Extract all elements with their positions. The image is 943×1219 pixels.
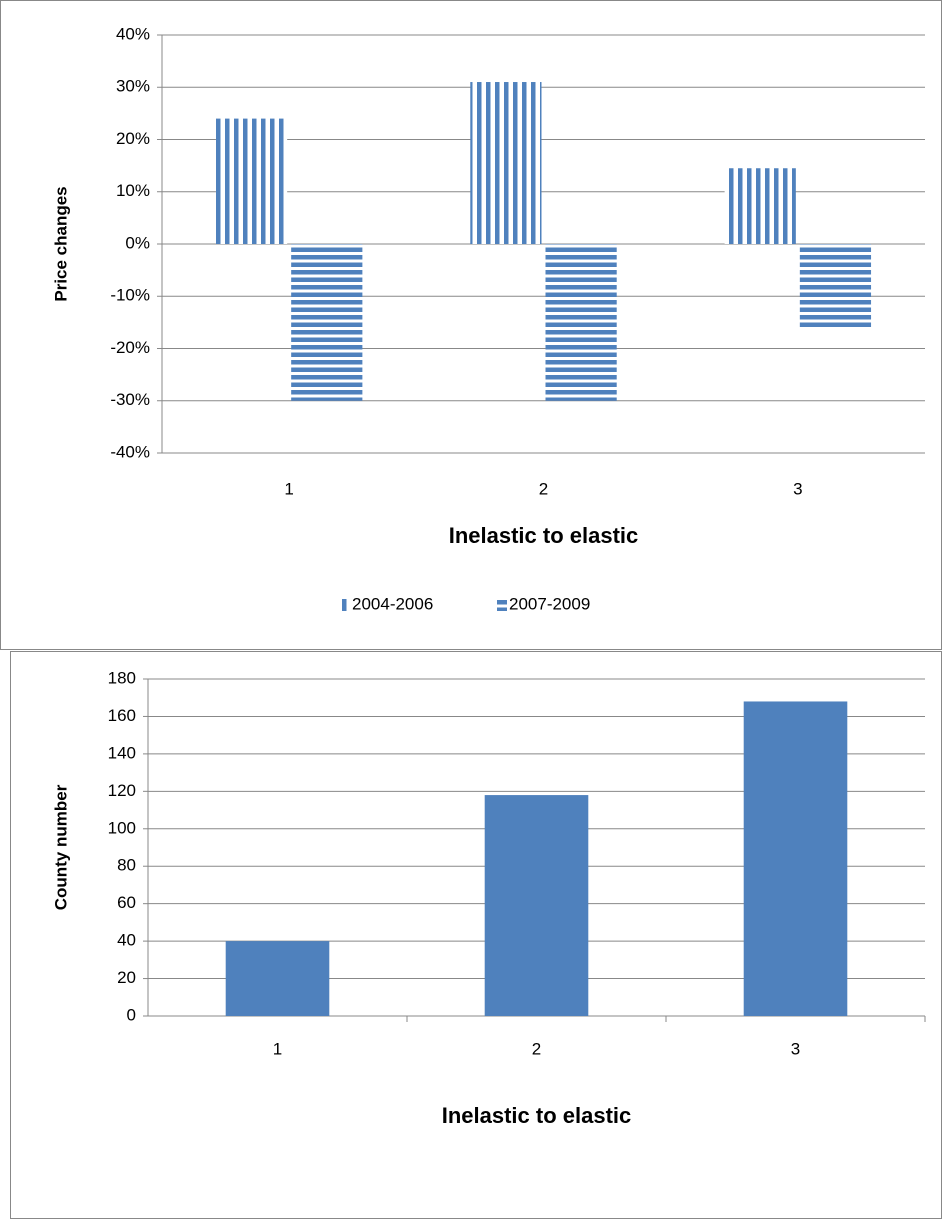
bar — [225, 941, 330, 1016]
bar — [215, 118, 288, 244]
bar — [470, 82, 542, 245]
y-tick-label: 100 — [108, 818, 136, 837]
legend-label: 2004-2006 — [352, 594, 433, 613]
x-tick-label: 1 — [284, 479, 293, 498]
x-tick-label: 1 — [273, 1039, 282, 1058]
y-tick-label: 160 — [108, 706, 136, 725]
y-tick-label: -20% — [110, 338, 150, 357]
bar — [291, 244, 363, 401]
bar — [545, 244, 617, 401]
y-tick-label: 180 — [108, 668, 136, 687]
y-tick-label: 0 — [127, 1005, 136, 1024]
bar — [484, 795, 589, 1016]
y-tick-label: -30% — [110, 390, 150, 409]
y-tick-label: 0% — [125, 233, 150, 252]
chart-frame — [0, 0, 942, 650]
y-tick-label: 40% — [116, 24, 150, 43]
y-tick-label: 60 — [117, 893, 136, 912]
y-tick-label: 120 — [108, 781, 136, 800]
y-tick-label: 20 — [117, 968, 136, 987]
y-tick-label: 20% — [116, 129, 150, 148]
legend-swatch — [497, 599, 507, 611]
x-tick-label: 3 — [793, 479, 802, 498]
y-tick-label: 140 — [108, 743, 136, 762]
y-tick-label: -10% — [110, 286, 150, 305]
bar — [799, 244, 872, 328]
x-tick-label: 2 — [532, 1039, 541, 1058]
y-axis-title: Price changes — [51, 186, 70, 301]
y-tick-label: 10% — [116, 181, 150, 200]
y-tick-label: -40% — [110, 442, 150, 461]
x-axis-title: Inelastic to elastic — [449, 523, 639, 548]
y-tick-label: 30% — [116, 77, 150, 96]
x-tick-label: 3 — [791, 1039, 800, 1058]
x-axis-title: Inelastic to elastic — [442, 1103, 632, 1128]
bar — [724, 168, 796, 244]
y-axis-title: County number — [51, 784, 70, 910]
x-tick-label: 2 — [539, 479, 548, 498]
bar — [743, 701, 848, 1016]
legend-swatch — [340, 599, 350, 611]
y-tick-label: 80 — [117, 856, 136, 875]
y-tick-label: 40 — [117, 931, 136, 950]
legend-label: 2007-2009 — [509, 594, 590, 613]
